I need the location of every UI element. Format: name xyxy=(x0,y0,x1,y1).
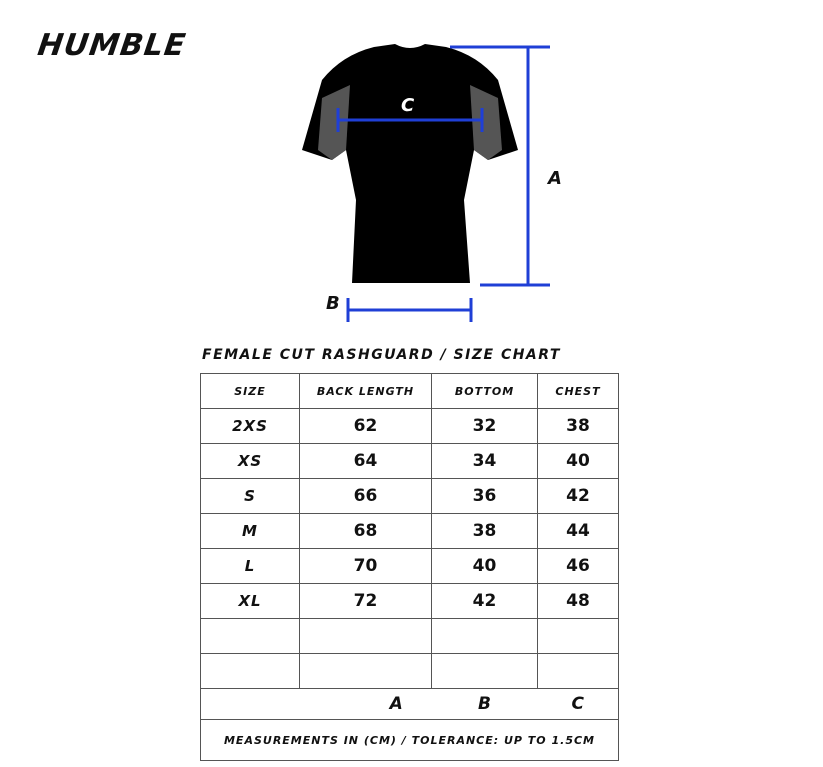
back-length-cell: 66 xyxy=(299,478,432,514)
shirt-illustration xyxy=(302,44,518,283)
table-row: XL 72 42 48 xyxy=(200,583,619,619)
chest-cell: 42 xyxy=(537,478,619,514)
label-c: C xyxy=(401,95,415,116)
bottom-cell: 40 xyxy=(431,548,538,584)
bottom-cell: 36 xyxy=(431,478,538,514)
table-row: M 68 38 44 xyxy=(200,513,619,549)
header-bottom: BOTTOM xyxy=(431,373,538,409)
table-row: L 70 40 46 xyxy=(200,548,619,584)
letter-b: B xyxy=(431,688,538,720)
note-row: MEASUREMENTS IN (CM) / TOLERANCE: UP TO … xyxy=(200,719,619,761)
chest-cell: 44 xyxy=(537,513,619,549)
label-a: A xyxy=(548,168,562,189)
chest-cell: 38 xyxy=(537,408,619,444)
label-b: B xyxy=(326,293,340,314)
column-letter-row: A B C xyxy=(200,688,619,720)
empty-row xyxy=(200,618,619,654)
table-row: S 66 36 42 xyxy=(200,478,619,514)
empty-row xyxy=(200,653,619,689)
chest-cell: 48 xyxy=(537,583,619,619)
bottom-cell: 34 xyxy=(431,443,538,479)
size-cell: 2XS xyxy=(200,408,300,444)
size-cell: XS xyxy=(200,443,300,479)
letter-a: A xyxy=(200,688,432,720)
bottom-cell: 38 xyxy=(431,513,538,549)
chart-title: FEMALE CUT RASHGUARD / SIZE CHART xyxy=(202,347,561,363)
chest-cell: 40 xyxy=(537,443,619,479)
back-length-cell: 72 xyxy=(299,583,432,619)
size-cell: M xyxy=(200,513,300,549)
bottom-cell: 42 xyxy=(431,583,538,619)
measurement-note: MEASUREMENTS IN (CM) / TOLERANCE: UP TO … xyxy=(200,719,619,761)
header-row: SIZE BACK LENGTH BOTTOM CHEST xyxy=(200,373,619,409)
table-row: 2XS 62 32 38 xyxy=(200,408,619,444)
table-row: XS 64 34 40 xyxy=(200,443,619,479)
back-length-cell: 68 xyxy=(299,513,432,549)
rashguard-diagram xyxy=(302,44,550,322)
header-size: SIZE xyxy=(200,373,300,409)
letter-c: C xyxy=(537,688,619,720)
back-length-cell: 64 xyxy=(299,443,432,479)
size-cell: XL xyxy=(200,583,300,619)
bottom-cell: 32 xyxy=(431,408,538,444)
chest-cell: 46 xyxy=(537,548,619,584)
size-chart-table: SIZE BACK LENGTH BOTTOM CHEST 2XS 62 32 38 … xyxy=(200,373,619,761)
back-length-cell: 70 xyxy=(299,548,432,584)
header-back-length: BACK LENGTH xyxy=(299,373,432,409)
size-cell: S xyxy=(200,478,300,514)
size-cell: L xyxy=(200,548,300,584)
header-chest: CHEST xyxy=(537,373,619,409)
back-length-cell: 62 xyxy=(299,408,432,444)
